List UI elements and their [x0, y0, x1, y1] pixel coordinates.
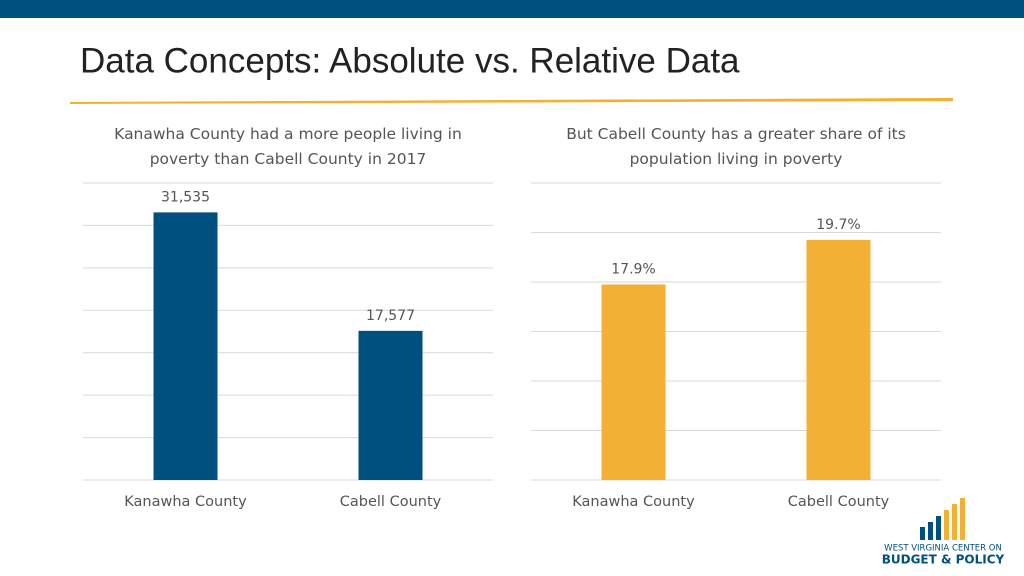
- data-label: 17.9%: [611, 261, 655, 277]
- slide-title: Data Concepts: Absolute vs. Relative Dat…: [80, 41, 740, 80]
- data-label: 31,535: [161, 189, 210, 205]
- top-band: [0, 0, 1024, 18]
- x-tick-label: Cabell County: [340, 494, 442, 510]
- chart-subtitle: But Cabell County has a greater share of…: [566, 125, 906, 168]
- chart-subtitle: Kanawha County had a more people living …: [114, 125, 462, 168]
- bar: [601, 284, 666, 480]
- x-tick-label: Cabell County: [788, 494, 890, 510]
- bar: [806, 239, 871, 480]
- title-rule: [70, 98, 953, 104]
- logo-line2: BUDGET & POLICY: [882, 553, 1005, 567]
- bar: [153, 212, 218, 480]
- data-label: 17,577: [366, 308, 415, 324]
- logo-line1: WEST VIRGINIA CENTER ON: [884, 544, 1002, 554]
- x-tick-label: Kanawha County: [124, 494, 247, 510]
- data-label: 19.7%: [816, 217, 860, 233]
- x-tick-label: Kanawha County: [572, 494, 695, 510]
- logo-icon: [920, 498, 965, 540]
- bar: [358, 330, 423, 480]
